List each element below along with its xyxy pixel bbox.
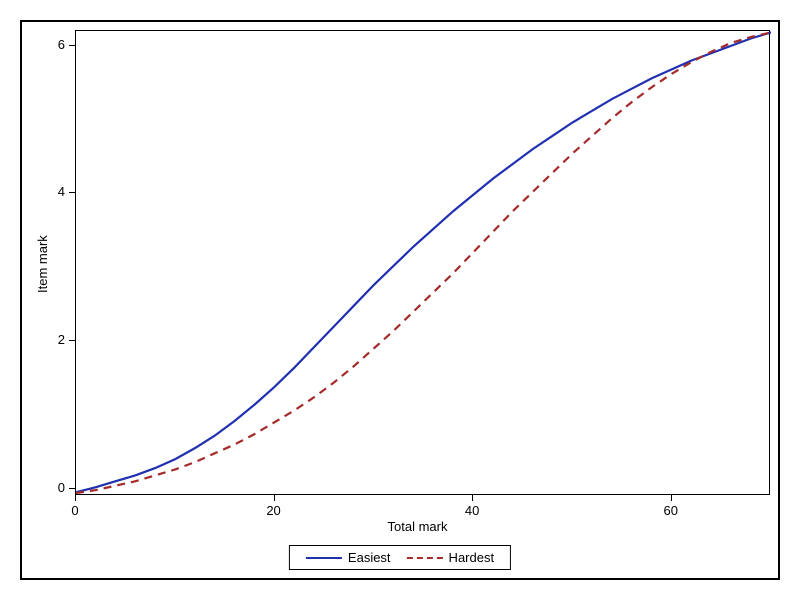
y-tick: [69, 192, 75, 193]
legend-item: Easiest: [306, 550, 391, 565]
x-axis-label: Total mark: [388, 519, 448, 534]
y-tick-label: 0: [58, 480, 65, 495]
y-tick: [69, 488, 75, 489]
series-line-hardest: [76, 32, 771, 493]
plot-svg: [76, 31, 771, 496]
legend-item: Hardest: [407, 550, 495, 565]
x-tick: [274, 495, 275, 501]
x-tick-label: 20: [264, 503, 284, 518]
legend-swatch: [306, 557, 342, 559]
legend: Easiest Hardest: [289, 545, 511, 570]
y-tick-label: 6: [58, 37, 65, 52]
y-tick-label: 2: [58, 332, 65, 347]
x-tick-label: 40: [462, 503, 482, 518]
legend-label: Easiest: [348, 550, 391, 565]
x-tick: [472, 495, 473, 501]
x-tick: [671, 495, 672, 501]
plot-area: [75, 30, 770, 495]
y-tick: [69, 45, 75, 46]
x-tick-label: 60: [661, 503, 681, 518]
y-tick-label: 4: [58, 184, 65, 199]
chart-container: Item mark Total mark 0 20 40 60 0 2 4 6 Easies…: [0, 0, 800, 600]
y-tick: [69, 340, 75, 341]
legend-swatch: [407, 557, 443, 559]
legend-label: Hardest: [449, 550, 495, 565]
x-tick-label: 0: [65, 503, 85, 518]
series-line-easiest: [76, 32, 771, 492]
y-axis-label: Item mark: [35, 235, 50, 293]
x-tick: [75, 495, 76, 501]
